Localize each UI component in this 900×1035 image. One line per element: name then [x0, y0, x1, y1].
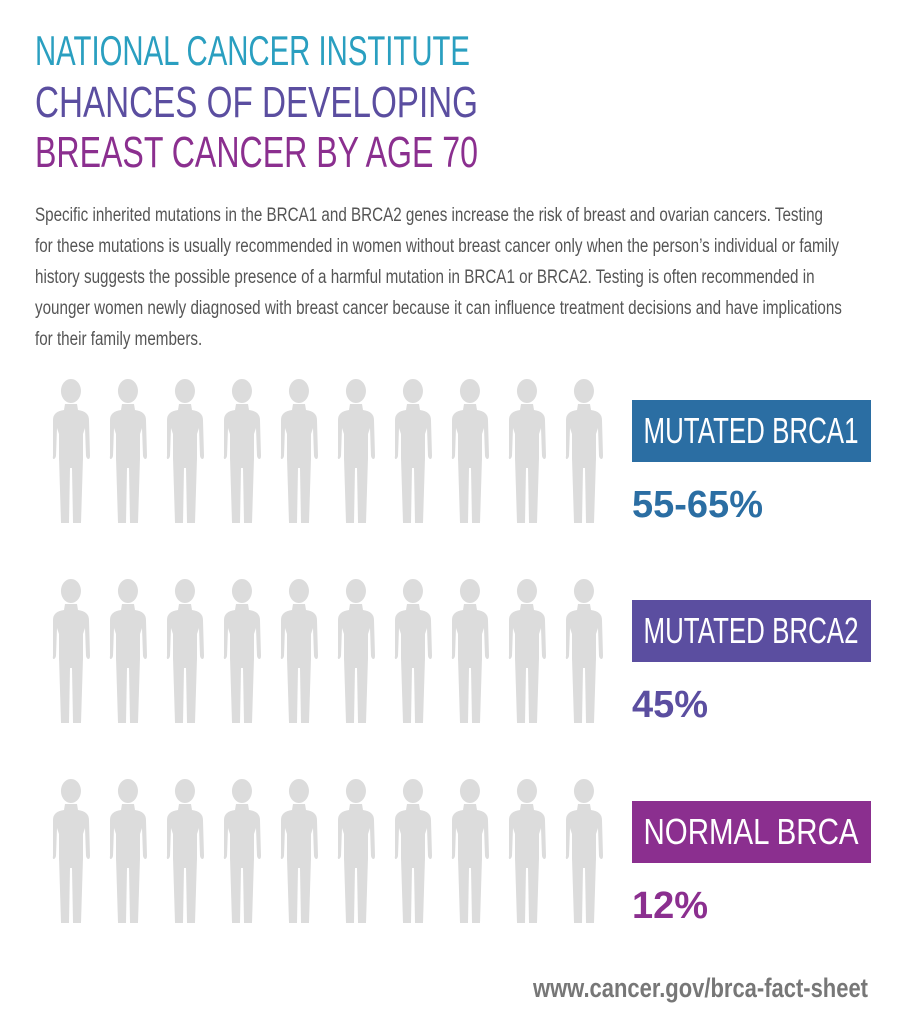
empty-figure [451, 379, 489, 523]
empty-figure [508, 379, 546, 523]
empty-figure [52, 379, 90, 523]
empty-figure [508, 779, 546, 923]
value-label: 45% [632, 684, 708, 726]
subtitle: BREAST CANCER BY AGE 70 [35, 128, 478, 177]
empty-figure [394, 779, 432, 923]
empty-figure [223, 779, 261, 923]
label-box [632, 400, 871, 462]
empty-figure [166, 579, 204, 723]
empty-figure [109, 579, 147, 723]
empty-figure [166, 379, 204, 523]
org-title: NATIONAL CANCER INSTITUTE [35, 27, 470, 74]
empty-figure [52, 779, 90, 923]
description: Specific inherited mutations in the BRCA… [35, 205, 842, 350]
empty-figure [223, 579, 261, 723]
empty-figure [565, 379, 603, 523]
title: CHANCES OF DEVELOPING [35, 78, 478, 127]
series-name: MUTATED BRCA1 [644, 410, 859, 451]
empty-figure [337, 379, 375, 523]
value-label: 12% [632, 885, 708, 927]
series-name: NORMAL BRCA [644, 811, 859, 852]
empty-figure [451, 579, 489, 723]
empty-figure [394, 579, 432, 723]
footer-url: www.cancer.gov/brca-fact-sheet [532, 973, 868, 1003]
empty-figure [565, 779, 603, 923]
empty-figure [337, 779, 375, 923]
label-box [632, 600, 871, 662]
empty-figure [280, 779, 318, 923]
pictograph: MUTATED BRCA1 55-65% MUTATED BRCA2 45% NORMA… [52, 379, 871, 927]
label-box [632, 801, 871, 863]
empty-figure [109, 779, 147, 923]
empty-figure [280, 379, 318, 523]
empty-figure [223, 379, 261, 523]
empty-figure [508, 579, 546, 723]
empty-figure [565, 579, 603, 723]
empty-figure [166, 779, 204, 923]
empty-figure [109, 379, 147, 523]
empty-figure [394, 379, 432, 523]
empty-figure [280, 579, 318, 723]
series-name: MUTATED BRCA2 [644, 610, 859, 651]
value-label: 55-65% [632, 484, 763, 526]
empty-figure [337, 579, 375, 723]
empty-figure [52, 579, 90, 723]
empty-figure [451, 779, 489, 923]
